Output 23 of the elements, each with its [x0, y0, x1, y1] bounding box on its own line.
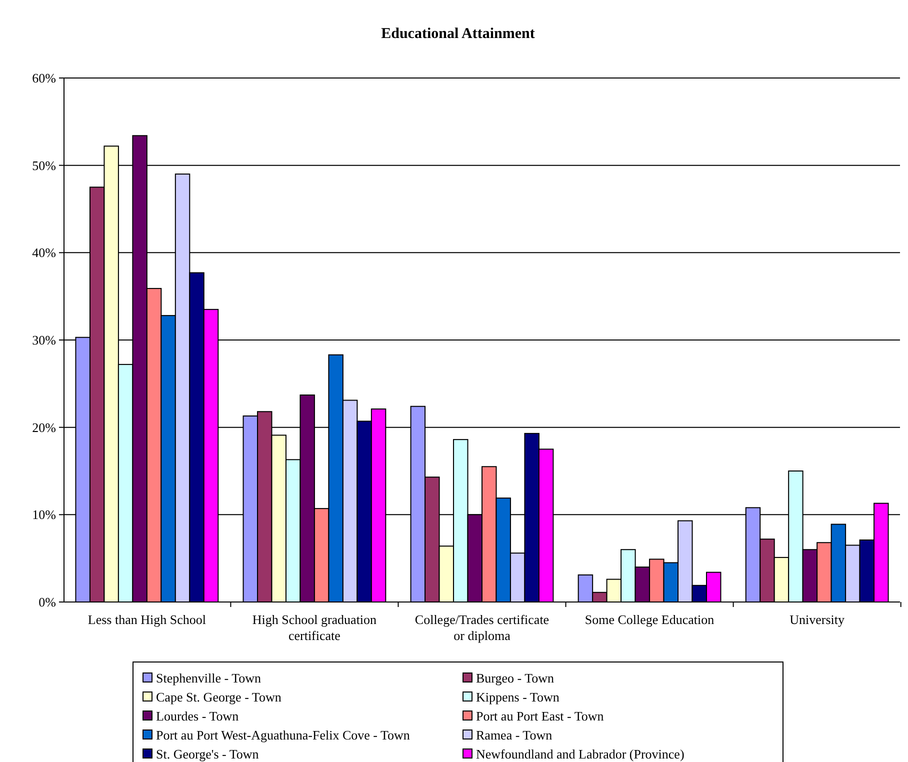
x-tick-label: Some College Education [584, 612, 715, 627]
legend-label: St. George's - Town [156, 746, 260, 762]
y-tick-label: 0% [38, 594, 56, 610]
legend-label: Port au Port East - Town [476, 708, 604, 724]
legend-label: Kippens - Town [476, 690, 560, 705]
x-tick-label: High School graduation certificate [252, 612, 378, 643]
chart-title: Educational Attainment [381, 26, 535, 42]
legend-label: Newfoundland and Labrador (Province) [476, 746, 684, 762]
y-tick-label: 60% [32, 70, 56, 86]
legend-label: Cape St. George - Town [156, 690, 282, 705]
legend-label: Lourdes - Town [156, 708, 240, 724]
legend-label: Burgeo - Town [476, 670, 555, 686]
y-tick-label: 40% [32, 245, 56, 260]
y-tick-label: 20% [32, 420, 56, 435]
y-tick-label: 50% [32, 158, 56, 173]
y-tick-label: 30% [32, 332, 56, 348]
x-tick-label: Less than High School [88, 612, 206, 627]
x-tick-label: College/Trades certificate or diploma [414, 612, 550, 643]
y-tick-label: 10% [32, 507, 56, 522]
legend-label: Stephenville - Town [156, 670, 262, 686]
legend-label: Port au Port West-Aguathuna-Felix Cove - Town [156, 728, 410, 743]
x-tick-label: University [790, 612, 846, 627]
legend-label: Ramea - Town [476, 728, 553, 743]
